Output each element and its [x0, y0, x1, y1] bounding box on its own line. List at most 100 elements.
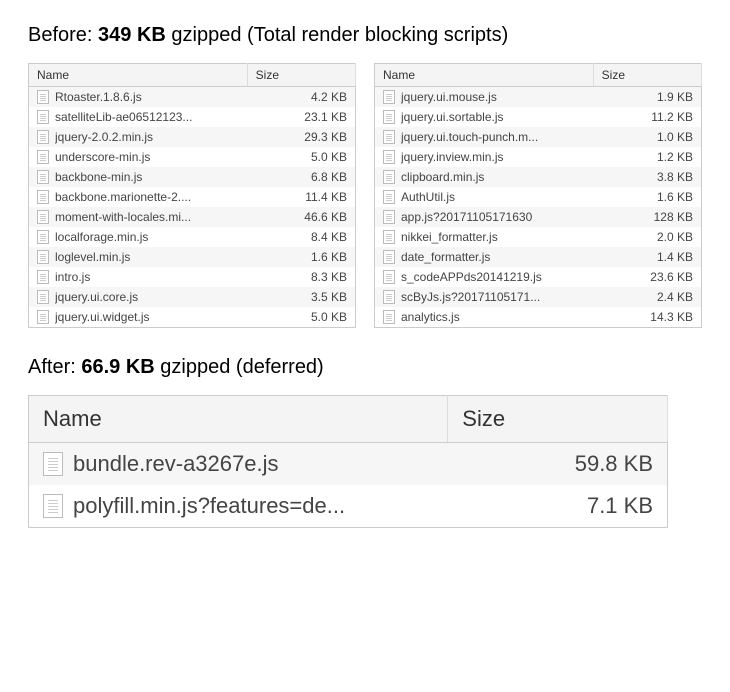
- file-name-cell[interactable]: bundle.rev-a3267e.js: [29, 443, 448, 486]
- table-row[interactable]: backbone-min.js6.8 KB: [29, 167, 356, 187]
- file-size-cell: 11.4 KB: [247, 187, 355, 207]
- before-suffix: gzipped (Total render blocking scripts): [166, 24, 508, 46]
- before-table-right: Name Size jquery.ui.mouse.js1.9 KBjquery…: [374, 63, 702, 328]
- file-name-cell[interactable]: loglevel.min.js: [29, 247, 248, 267]
- file-name-cell[interactable]: jquery.ui.touch-punch.m...: [375, 127, 594, 147]
- file-name-cell[interactable]: analytics.js: [375, 307, 594, 328]
- file-name-cell[interactable]: localforage.min.js: [29, 227, 248, 247]
- file-name: intro.js: [55, 270, 239, 284]
- file-name-cell[interactable]: moment-with-locales.mi...: [29, 207, 248, 227]
- after-prefix: After:: [28, 356, 81, 378]
- table-row[interactable]: jquery.ui.mouse.js1.9 KB: [375, 87, 702, 108]
- before-prefix: Before:: [28, 24, 98, 46]
- table-row[interactable]: analytics.js14.3 KB: [375, 307, 702, 328]
- file-name-cell[interactable]: AuthUtil.js: [375, 187, 594, 207]
- file-name-cell[interactable]: satelliteLib-ae06512123...: [29, 107, 248, 127]
- file-name: jquery.ui.core.js: [55, 290, 239, 304]
- file-name-cell[interactable]: backbone.marionette-2....: [29, 187, 248, 207]
- file-icon: [37, 270, 49, 284]
- table-row[interactable]: jquery.inview.min.js 1.2 KB: [375, 147, 702, 167]
- file-size-cell: 7.1 KB: [448, 485, 668, 528]
- header-name[interactable]: Name: [375, 64, 594, 87]
- file-size-cell: 23.1 KB: [247, 107, 355, 127]
- table-row[interactable]: jquery.ui.sortable.js11.2 KB: [375, 107, 702, 127]
- header-size[interactable]: Size: [247, 64, 355, 87]
- file-name-cell[interactable]: app.js?20171105171630: [375, 207, 594, 227]
- file-size-cell: 1.6 KB: [247, 247, 355, 267]
- table-row[interactable]: scByJs.js?20171105171...2.4 KB: [375, 287, 702, 307]
- table-row[interactable]: jquery.ui.widget.js5.0 KB: [29, 307, 356, 328]
- file-icon: [37, 290, 49, 304]
- file-name: jquery.inview.min.js: [401, 150, 585, 164]
- file-name: jquery.ui.mouse.js: [401, 90, 585, 104]
- file-name-cell[interactable]: s_codeAPPds20141219.js: [375, 267, 594, 287]
- table-row[interactable]: bundle.rev-a3267e.js 59.8 KB: [29, 443, 668, 486]
- file-name: nikkei_formatter.js: [401, 230, 585, 244]
- table-row[interactable]: AuthUtil.js1.6 KB: [375, 187, 702, 207]
- file-name-cell[interactable]: backbone-min.js: [29, 167, 248, 187]
- file-name-cell[interactable]: Rtoaster.1.8.6.js: [29, 87, 248, 108]
- table-row[interactable]: clipboard.min.js3.8 KB: [375, 167, 702, 187]
- file-name-cell[interactable]: underscore-min.js: [29, 147, 248, 167]
- file-name-cell[interactable]: jquery.ui.mouse.js: [375, 87, 594, 108]
- file-size-cell: 14.3 KB: [593, 307, 701, 328]
- table-row[interactable]: intro.js8.3 KB: [29, 267, 356, 287]
- file-name-cell[interactable]: jquery.ui.sortable.js: [375, 107, 594, 127]
- file-icon: [383, 290, 395, 304]
- table-row[interactable]: jquery.ui.core.js3.5 KB: [29, 287, 356, 307]
- file-name-cell[interactable]: jquery-2.0.2.min.js: [29, 127, 248, 147]
- table-row[interactable]: polyfill.min.js?features=de... 7.1 KB: [29, 485, 668, 528]
- file-size-cell: 1.2 KB: [593, 147, 701, 167]
- file-icon: [383, 110, 395, 124]
- table-row[interactable]: Rtoaster.1.8.6.js4.2 KB: [29, 87, 356, 108]
- table-row[interactable]: loglevel.min.js1.6 KB: [29, 247, 356, 267]
- file-icon: [37, 130, 49, 144]
- after-body: bundle.rev-a3267e.js59.8 KBpolyfill.min.…: [29, 443, 668, 528]
- file-name-cell[interactable]: jquery.inview.min.js: [375, 147, 594, 167]
- file-size-cell: 5.0 KB: [247, 147, 355, 167]
- file-size-cell: 59.8 KB: [448, 443, 668, 486]
- header-name[interactable]: Name: [29, 396, 448, 443]
- file-name-cell[interactable]: intro.js: [29, 267, 248, 287]
- table-row[interactable]: app.js?20171105171630128 KB: [375, 207, 702, 227]
- file-name-cell[interactable]: polyfill.min.js?features=de...: [29, 485, 448, 528]
- file-icon: [37, 170, 49, 184]
- table-row[interactable]: localforage.min.js8.4 KB: [29, 227, 356, 247]
- file-size-cell: 2.0 KB: [593, 227, 701, 247]
- before-left-body: Rtoaster.1.8.6.js4.2 KBsatelliteLib-ae06…: [29, 87, 356, 328]
- file-size-cell: 5.0 KB: [247, 307, 355, 328]
- before-tables-row: Name Size Rtoaster.1.8.6.js4.2 KBsatelli…: [28, 63, 702, 328]
- file-name: jquery.ui.touch-punch.m...: [401, 130, 585, 144]
- table-row[interactable]: backbone.marionette-2....11.4 KB: [29, 187, 356, 207]
- table-row[interactable]: date_formatter.js1.4 KB: [375, 247, 702, 267]
- file-name: jquery-2.0.2.min.js: [55, 130, 239, 144]
- file-name-cell[interactable]: scByJs.js?20171105171...: [375, 287, 594, 307]
- file-name: underscore-min.js: [55, 150, 239, 164]
- file-name-cell[interactable]: nikkei_formatter.js: [375, 227, 594, 247]
- file-size-cell: 2.4 KB: [593, 287, 701, 307]
- table-row[interactable]: satelliteLib-ae06512123...23.1 KB: [29, 107, 356, 127]
- table-row[interactable]: jquery.ui.touch-punch.m...1.0 KB: [375, 127, 702, 147]
- file-size-cell: 1.4 KB: [593, 247, 701, 267]
- file-name-cell[interactable]: date_formatter.js: [375, 247, 594, 267]
- file-name-cell[interactable]: jquery.ui.core.js: [29, 287, 248, 307]
- file-name: app.js?20171105171630: [401, 210, 585, 224]
- header-size[interactable]: Size: [593, 64, 701, 87]
- table-row[interactable]: nikkei_formatter.js 2.0 KB: [375, 227, 702, 247]
- file-icon: [43, 452, 63, 476]
- file-size-cell: 3.8 KB: [593, 167, 701, 187]
- file-name-cell[interactable]: jquery.ui.widget.js: [29, 307, 248, 328]
- file-icon: [383, 90, 395, 104]
- file-size-cell: 1.6 KB: [593, 187, 701, 207]
- table-row[interactable]: underscore-min.js 5.0 KB: [29, 147, 356, 167]
- header-size[interactable]: Size: [448, 396, 668, 443]
- table-row[interactable]: jquery-2.0.2.min.js29.3 KB: [29, 127, 356, 147]
- file-name-cell[interactable]: clipboard.min.js: [375, 167, 594, 187]
- file-name: bundle.rev-a3267e.js: [73, 451, 434, 477]
- file-icon: [383, 210, 395, 224]
- table-row[interactable]: moment-with-locales.mi...46.6 KB: [29, 207, 356, 227]
- file-name: polyfill.min.js?features=de...: [73, 493, 434, 519]
- table-row[interactable]: s_codeAPPds20141219.js23.6 KB: [375, 267, 702, 287]
- header-name[interactable]: Name: [29, 64, 248, 87]
- before-table-left: Name Size Rtoaster.1.8.6.js4.2 KBsatelli…: [28, 63, 356, 328]
